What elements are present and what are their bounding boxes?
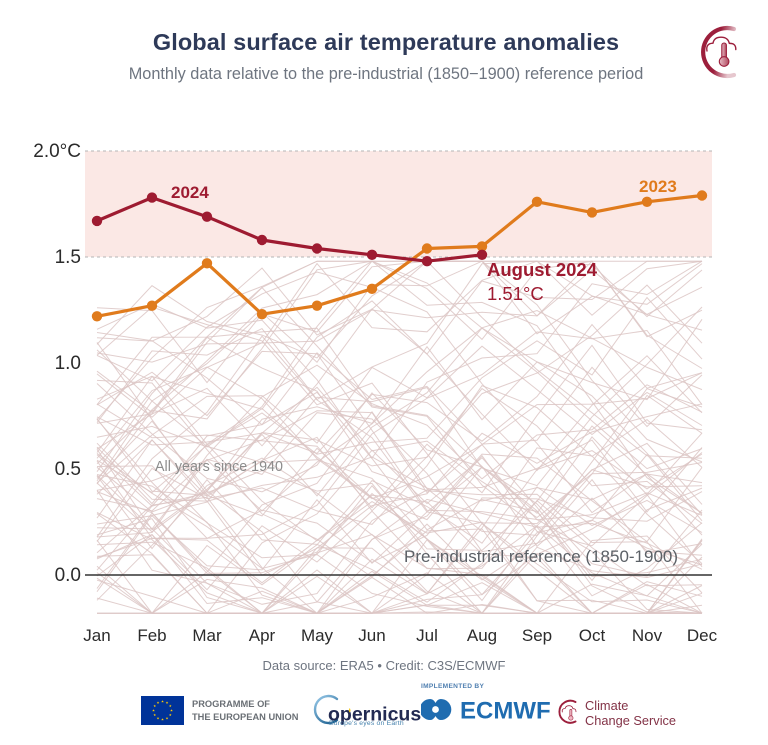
svg-text:Mar: Mar	[192, 626, 222, 645]
svg-text:Jun: Jun	[358, 626, 385, 645]
svg-text:2024: 2024	[171, 183, 209, 202]
svg-text:Dec: Dec	[687, 626, 718, 645]
svg-text:Jan: Jan	[83, 626, 110, 645]
svg-text:1.0: 1.0	[55, 353, 81, 374]
svg-text:Oct: Oct	[579, 626, 606, 645]
svg-text:August 2024: August 2024	[487, 259, 598, 280]
svg-text:Apr: Apr	[249, 626, 276, 645]
svg-text:Pre-industrial reference (1850: Pre-industrial reference (1850-1900)	[404, 547, 678, 566]
svg-text:ECMWF: ECMWF	[460, 698, 551, 724]
svg-text:Jul: Jul	[416, 626, 438, 645]
svg-text:Aug: Aug	[467, 626, 497, 645]
svg-text:0.0: 0.0	[55, 565, 81, 586]
svg-text:All years since 1940: All years since 1940	[155, 459, 283, 475]
svg-text:2.0°C: 2.0°C	[33, 141, 81, 162]
svg-text:0.5: 0.5	[55, 459, 81, 480]
svg-text:1.51°C: 1.51°C	[487, 283, 544, 304]
svg-text:2023: 2023	[639, 177, 677, 196]
svg-text:Sep: Sep	[522, 626, 552, 645]
svg-text:Feb: Feb	[137, 626, 166, 645]
svg-text:1.5: 1.5	[55, 247, 81, 268]
svg-text:Nov: Nov	[632, 626, 663, 645]
svg-text:May: May	[301, 626, 334, 645]
